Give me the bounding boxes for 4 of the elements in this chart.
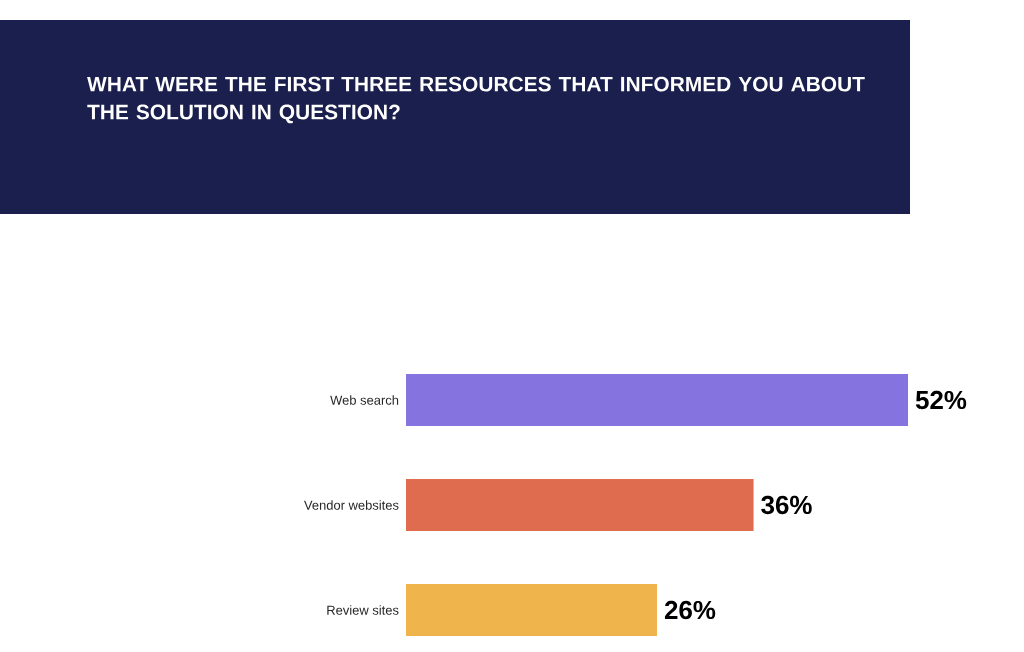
data-label: 52% bbox=[915, 390, 967, 410]
data-label: 36% bbox=[761, 495, 812, 515]
data-label: 26% bbox=[664, 600, 716, 620]
chart-title: WHAT WERE THE FIRST THREE RESOURCES THAT INFORMED YOU ABOUT THE SOLUTION IN QUESTION? bbox=[87, 76, 865, 124]
